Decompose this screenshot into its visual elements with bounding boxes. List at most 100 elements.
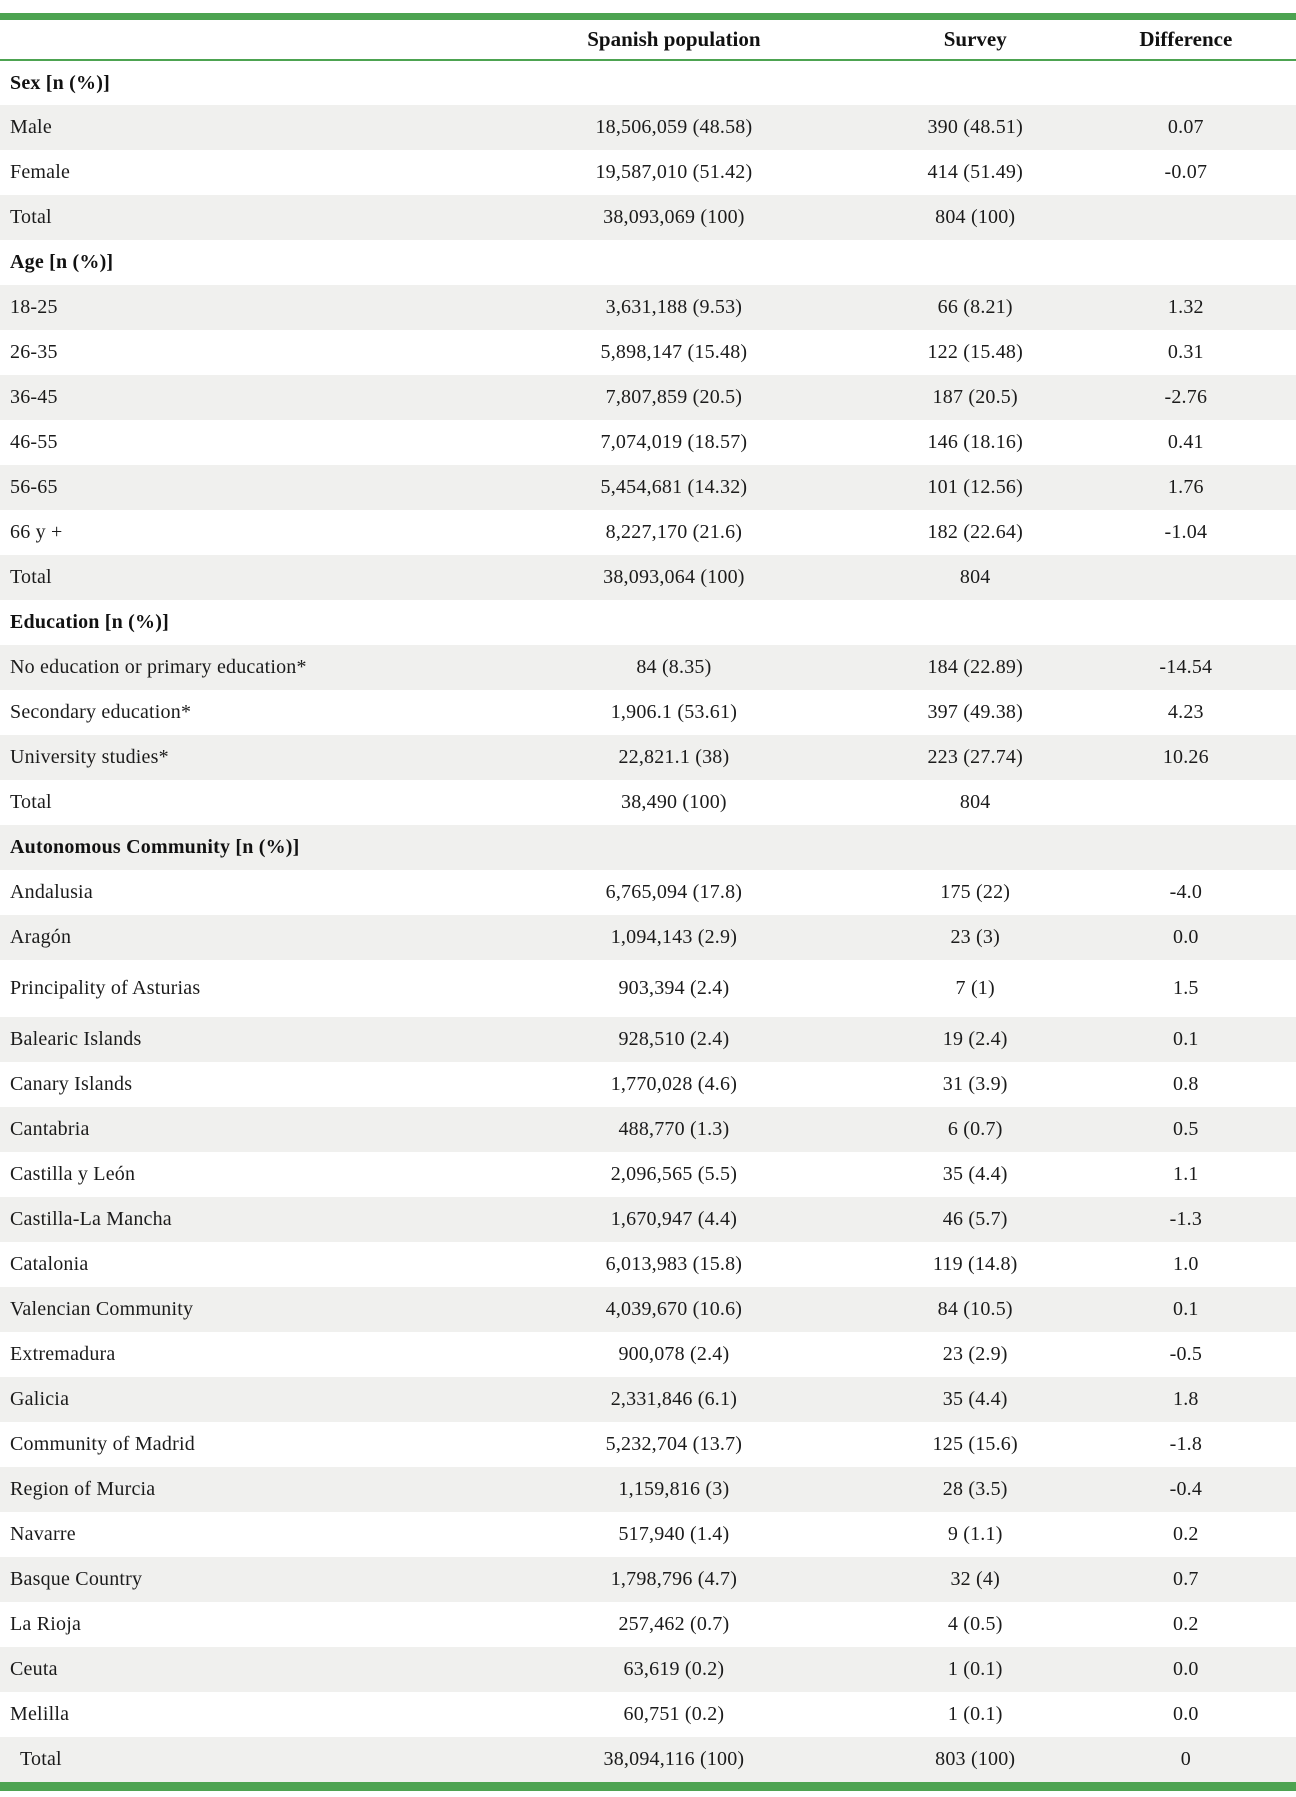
cell-difference: -0.07: [1164, 161, 1208, 183]
cell-survey: 804: [959, 566, 991, 588]
cell-survey: 84 (10.5): [937, 1298, 1013, 1320]
cell-spanish: 928,510 (2.4): [618, 1028, 730, 1050]
table-row: 26-35 5,898,147 (15.48) 122 (15.48) 0.31: [0, 330, 1296, 375]
row-label: No education or primary education*: [10, 656, 307, 678]
table-row: Navarre 517,940 (1.4) 9 (1.1) 0.2: [0, 1512, 1296, 1557]
table-row: 36-45 7,807,859 (20.5) 187 (20.5) -2.76: [0, 375, 1296, 420]
cell-spanish: 5,898,147 (15.48): [600, 341, 748, 363]
table-row: Ceuta 63,619 (0.2) 1 (0.1) 0.0: [0, 1647, 1296, 1692]
row-label: Community of Madrid: [10, 1433, 195, 1455]
cell-difference: -1.3: [1169, 1208, 1203, 1230]
cell-difference: 1.76: [1167, 476, 1204, 498]
cell-survey: 23 (2.9): [942, 1343, 1008, 1365]
cell-survey: 122 (15.48): [927, 341, 1023, 363]
cell-spanish: 38,490 (100): [621, 791, 727, 813]
column-header-row: Spanish population Survey Difference: [0, 20, 1296, 60]
row-label: 56-65: [10, 476, 58, 498]
row-label: 36-45: [10, 386, 58, 408]
cell-spanish: 60,751 (0.2): [623, 1703, 725, 1725]
row-label: Principality of Asturias: [10, 977, 201, 999]
section-header: Autonomous Community [n (%)]: [10, 836, 300, 858]
cell-spanish: 1,798,796 (4.7): [610, 1568, 738, 1590]
section-header-row: Autonomous Community [n (%)]: [0, 825, 1296, 870]
cell-survey: 804: [959, 791, 991, 813]
cell-survey: 66 (8.21): [937, 296, 1013, 318]
table-row: Catalonia 6,013,983 (15.8) 119 (14.8) 1.0: [0, 1242, 1296, 1287]
cell-spanish: 257,462 (0.7): [618, 1613, 730, 1635]
cell-spanish: 84 (8.35): [636, 656, 712, 678]
cell-difference: 1.8: [1173, 1388, 1199, 1410]
table-row: Castilla y León 2,096,565 (5.5) 35 (4.4) 1.…: [0, 1152, 1296, 1197]
cell-survey: 390 (48.51): [927, 116, 1023, 138]
cell-survey: 31 (3.9): [942, 1073, 1008, 1095]
cell-survey: 1 (0.1): [947, 1703, 1003, 1725]
section-header: Sex [n (%)]: [10, 71, 110, 94]
cell-difference: 1.1: [1173, 1163, 1199, 1185]
cell-difference: 10.26: [1162, 746, 1209, 768]
table-row: Male 18,506,059 (48.58) 390 (48.51) 0.07: [0, 105, 1296, 150]
table-row: Region of Murcia 1,159,816 (3) 28 (3.5) -0.…: [0, 1467, 1296, 1512]
cell-survey: 32 (4): [950, 1568, 1000, 1590]
row-label: 66 y +: [10, 521, 63, 543]
section-header-row: Education [n (%)]: [0, 600, 1296, 645]
row-label: Region of Murcia: [10, 1478, 156, 1500]
row-label: Catalonia: [10, 1253, 89, 1275]
row-label: Galicia: [10, 1388, 70, 1410]
table-row: Balearic Islands 928,510 (2.4) 19 (2.4) 0.1: [0, 1017, 1296, 1062]
cell-spanish: 1,670,947 (4.4): [610, 1208, 738, 1230]
table-row: Aragón 1,094,143 (2.9) 23 (3) 0.0: [0, 915, 1296, 960]
cell-survey: 35 (4.4): [942, 1388, 1008, 1410]
section-header-row: Age [n (%)]: [0, 240, 1296, 285]
cell-spanish: 2,331,846 (6.1): [610, 1388, 738, 1410]
cell-survey: 7 (1): [955, 977, 995, 999]
table-row: Total 38,094,116 (100) 803 (100) 0: [0, 1737, 1296, 1782]
table-row: Community of Madrid 5,232,704 (13.7) 125 (…: [0, 1422, 1296, 1467]
column-header-difference: Difference: [1139, 27, 1233, 51]
cell-survey: 101 (12.56): [927, 476, 1023, 498]
table-row: 46-55 7,074,019 (18.57) 146 (18.16) 0.41: [0, 420, 1296, 465]
cell-difference: [1076, 195, 1296, 240]
cell-survey: 182 (22.64): [927, 521, 1023, 543]
cell-survey: 184 (22.89): [927, 656, 1023, 678]
table-row: Melilla 60,751 (0.2) 1 (0.1) 0.0: [0, 1692, 1296, 1737]
cell-survey: 397 (49.38): [927, 701, 1023, 723]
cell-spanish: 517,940 (1.4): [618, 1523, 730, 1545]
row-label: Navarre: [10, 1523, 76, 1545]
cell-survey: 35 (4.4): [942, 1163, 1008, 1185]
cell-difference: -0.5: [1169, 1343, 1203, 1365]
row-label: Total: [20, 1748, 62, 1770]
table-row: Galicia 2,331,846 (6.1) 35 (4.4) 1.8: [0, 1377, 1296, 1422]
cell-difference: -1.04: [1164, 521, 1208, 543]
row-label: Canary Islands: [10, 1073, 133, 1095]
section-header: Education [n (%)]: [10, 611, 169, 633]
table-row: Female 19,587,010 (51.42) 414 (51.49) -0.07: [0, 150, 1296, 195]
table-row: Extremadura 900,078 (2.4) 23 (2.9) -0.5: [0, 1332, 1296, 1377]
table-row: Principality of Asturias 903,394 (2.4) 7 (…: [0, 960, 1296, 1017]
column-header-survey: Survey: [943, 27, 1007, 51]
table-row: Secondary education* 1,906.1 (53.61) 397 (…: [0, 690, 1296, 735]
table-row: 56-65 5,454,681 (14.32) 101 (12.56) 1.76: [0, 465, 1296, 510]
cell-difference: 0.31: [1167, 341, 1204, 363]
cell-difference: 0.0: [1173, 926, 1199, 948]
cell-spanish: 19,587,010 (51.42): [595, 161, 753, 183]
cell-difference: 0.1: [1173, 1028, 1199, 1050]
table-row: 66 y + 8,227,170 (21.6) 182 (22.64) -1.04: [0, 510, 1296, 555]
cell-survey: 804 (100): [935, 206, 1016, 228]
cell-difference: -4.0: [1169, 881, 1203, 903]
row-label: Valencian Community: [10, 1298, 194, 1320]
table-row: Total 38,490 (100) 804: [0, 780, 1296, 825]
cell-survey: 175 (22): [940, 881, 1011, 903]
row-label: Balearic Islands: [10, 1028, 142, 1050]
cell-survey: 6 (0.7): [947, 1118, 1003, 1140]
cell-difference: 1.0: [1173, 1253, 1199, 1275]
cell-spanish: 903,394 (2.4): [618, 977, 730, 999]
cell-survey: 125 (15.6): [932, 1433, 1018, 1455]
cell-survey: 9 (1.1): [947, 1523, 1003, 1545]
row-label: Basque Country: [10, 1568, 143, 1590]
cell-difference: 0: [1180, 1748, 1191, 1770]
row-label: Cantabria: [10, 1118, 90, 1140]
cell-difference: 0.1: [1173, 1298, 1199, 1320]
cell-difference: [1076, 780, 1296, 825]
row-label: University studies*: [10, 746, 169, 768]
